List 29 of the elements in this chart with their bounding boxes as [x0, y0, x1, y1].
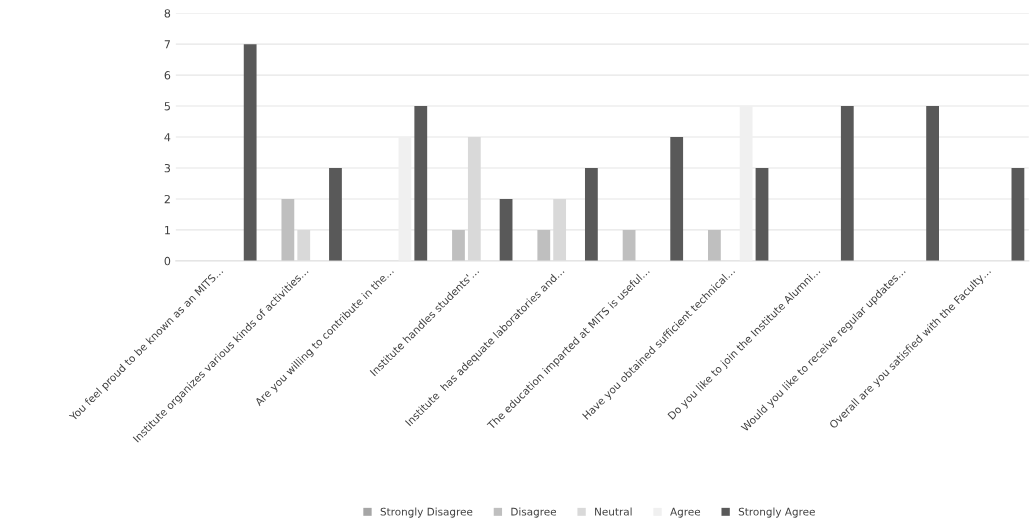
bar	[670, 137, 684, 261]
legend-label: Strongly Agree	[738, 507, 815, 518]
bar	[499, 198, 513, 261]
y-tick-label: 7	[164, 40, 170, 49]
bar	[622, 229, 636, 261]
legend-label: Strongly Disagree	[380, 507, 473, 518]
bar	[584, 167, 598, 261]
bar	[537, 229, 551, 261]
y-tick-label: 8	[164, 9, 171, 18]
y-tick-label: 2	[164, 194, 170, 204]
legend-label: Neutral	[595, 507, 632, 516]
bar	[926, 106, 939, 261]
legend-label: Disagree	[511, 507, 557, 518]
y-tick-label: 5	[164, 102, 170, 111]
bar	[840, 106, 854, 261]
legend-label: Agree	[670, 507, 701, 518]
bar	[281, 198, 295, 261]
bar	[708, 229, 721, 261]
bar	[414, 106, 428, 261]
bar	[452, 229, 465, 261]
bar	[329, 167, 342, 261]
y-tick-label: 3	[164, 163, 171, 173]
bar	[1011, 167, 1025, 261]
y-tick-label: 4	[164, 133, 171, 142]
y-tick-label: 6	[164, 71, 171, 80]
bar	[755, 167, 769, 261]
y-tick-label: 0	[164, 256, 171, 266]
y-tick-label: 1	[165, 226, 170, 235]
bar	[243, 44, 257, 261]
